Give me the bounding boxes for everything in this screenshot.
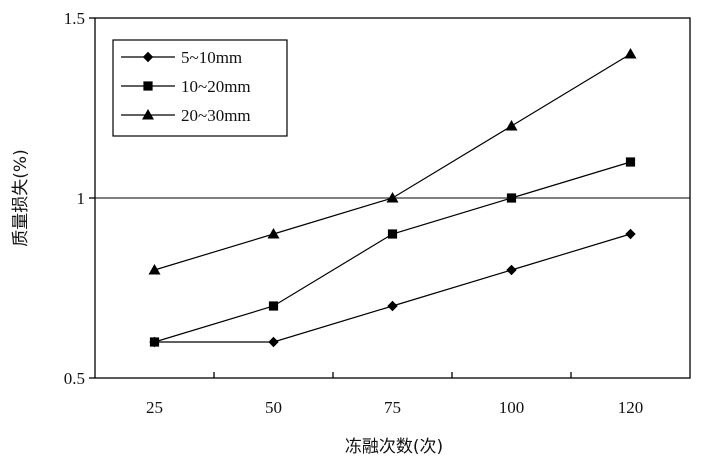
x-tick-label: 25 [146, 398, 163, 417]
legend-label: 5~10mm [181, 48, 242, 67]
x-tick-label: 50 [265, 398, 282, 417]
data-point [267, 228, 280, 239]
series-line-1 [154, 233, 631, 343]
y-tick-labels: 0.5 1 1.5 [64, 9, 85, 388]
series-markers [148, 48, 637, 348]
data-point [148, 264, 161, 275]
data-point [387, 229, 398, 239]
data-point [386, 192, 399, 203]
data-point [625, 157, 636, 167]
y-tick-label: 1 [77, 189, 86, 208]
data-point [149, 337, 160, 347]
series-line-2 [154, 161, 631, 343]
x-tick-label: 100 [499, 398, 525, 417]
legend-marker [143, 81, 153, 91]
data-point [505, 120, 518, 131]
data-point [268, 301, 279, 311]
legend: 5~10mm 10~20mm 20~30mm [112, 39, 288, 137]
data-point [506, 264, 517, 276]
y-tick-label: 0.5 [64, 369, 85, 388]
y-axis-title: 质量损失(%) [11, 149, 31, 246]
x-axis-title: 冻融次数(次) [345, 437, 443, 457]
legend-box [112, 39, 288, 137]
data-point [625, 228, 636, 240]
x-tick-label: 120 [618, 398, 644, 417]
legend-marker [142, 109, 154, 120]
y-tick-label: 1.5 [64, 9, 85, 28]
data-point [268, 336, 279, 348]
legend-label: 20~30mm [181, 106, 251, 125]
data-point [387, 300, 398, 312]
legend-marker [142, 51, 154, 63]
data-point [624, 48, 637, 59]
x-tick-labels: 25 50 75 100 120 [146, 398, 643, 417]
data-point [506, 193, 517, 203]
legend-label: 10~20mm [181, 77, 251, 96]
x-tick-label: 75 [384, 398, 401, 417]
